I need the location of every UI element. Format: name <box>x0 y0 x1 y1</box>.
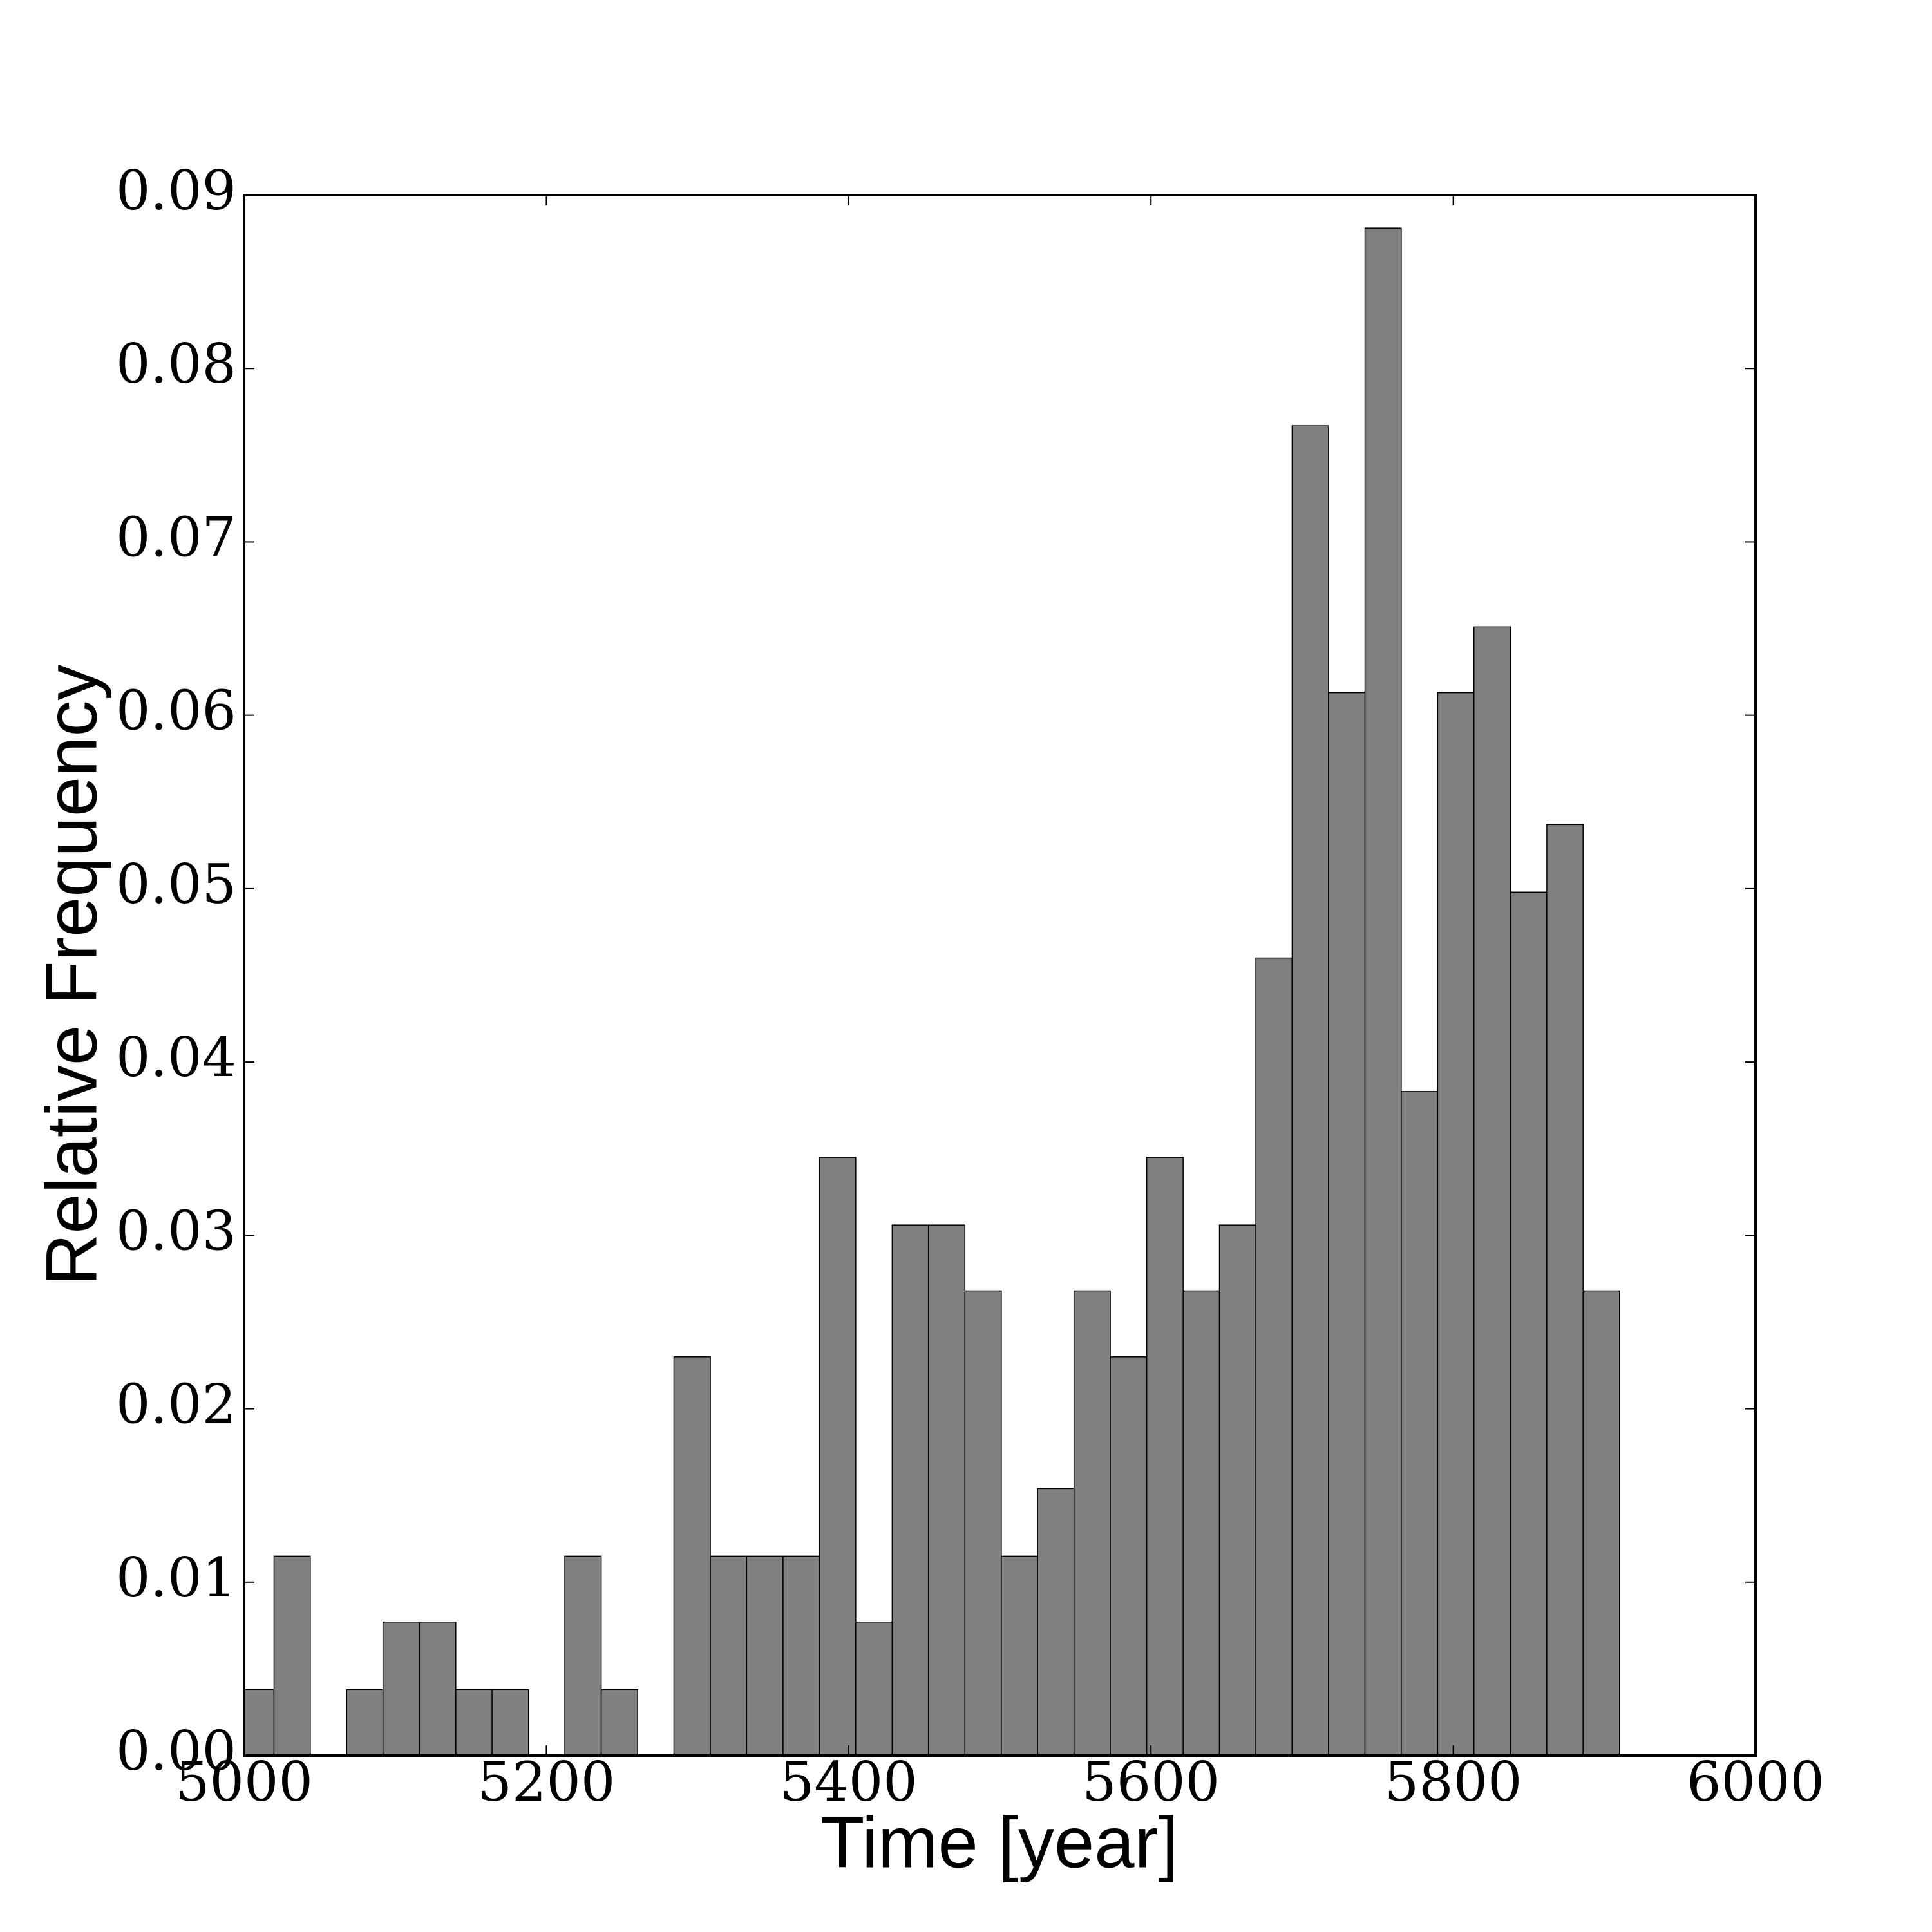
bar <box>855 1621 893 1756</box>
bar <box>491 1689 529 1756</box>
bar <box>782 1555 820 1756</box>
y-tick-label: 0.01 <box>116 1546 236 1609</box>
plot-frame <box>243 194 1757 1757</box>
bar <box>891 1224 929 1756</box>
bar <box>1473 626 1511 1756</box>
bar <box>1582 1290 1620 1756</box>
x-tick-label: 6000 <box>1687 1750 1824 1814</box>
y-tick-label: 0.07 <box>116 506 236 569</box>
bar <box>1218 1224 1256 1756</box>
bar <box>1291 425 1329 1756</box>
bar <box>1401 1091 1439 1756</box>
y-tick-label: 0.08 <box>116 332 236 395</box>
x-tick-label: 5200 <box>478 1750 616 1814</box>
x-axis-label: Time [year] <box>820 1803 1179 1883</box>
y-tick-label: 0.03 <box>116 1199 236 1262</box>
bar <box>346 1689 384 1756</box>
bar <box>1182 1290 1220 1756</box>
bar <box>1073 1290 1111 1756</box>
y-tick-label: 0.06 <box>116 679 236 743</box>
bar <box>1110 1356 1148 1756</box>
bar <box>455 1689 493 1756</box>
bar <box>1328 692 1366 1756</box>
bar <box>1437 692 1475 1756</box>
bar <box>710 1555 748 1756</box>
bar <box>1037 1488 1075 1756</box>
y-tick-label: 0.00 <box>116 1719 236 1783</box>
x-tick-label: 5800 <box>1385 1750 1522 1814</box>
y-tick-label: 0.05 <box>116 853 236 916</box>
bars <box>244 227 1620 1756</box>
bar <box>746 1555 784 1756</box>
bar <box>1510 891 1548 1756</box>
bar <box>419 1621 457 1756</box>
x-tick-label: 5600 <box>1082 1750 1220 1814</box>
bar <box>382 1621 421 1756</box>
bar <box>600 1689 638 1756</box>
y-tick-label: 0.09 <box>116 159 236 222</box>
y-tick-label: 0.02 <box>116 1373 236 1436</box>
bar <box>564 1555 602 1756</box>
bar <box>927 1224 966 1756</box>
bar <box>1364 227 1402 1756</box>
bar <box>1001 1555 1038 1756</box>
bar <box>273 1555 311 1756</box>
y-tick-label: 0.04 <box>116 1026 236 1089</box>
bar <box>1146 1157 1184 1756</box>
bar <box>964 1290 1002 1756</box>
bar <box>1255 957 1293 1756</box>
bar <box>1546 824 1584 1756</box>
bar <box>819 1157 857 1756</box>
axes: 5000 5200 5400 5600 5800 6000 0.00 0.01 0.02 0.03… <box>116 159 1824 1814</box>
x-tick-label: 5400 <box>780 1750 918 1814</box>
y-axis-label: Relative Frequency <box>32 665 112 1286</box>
bar <box>673 1356 711 1756</box>
x-tick-label: 5000 <box>175 1750 313 1814</box>
